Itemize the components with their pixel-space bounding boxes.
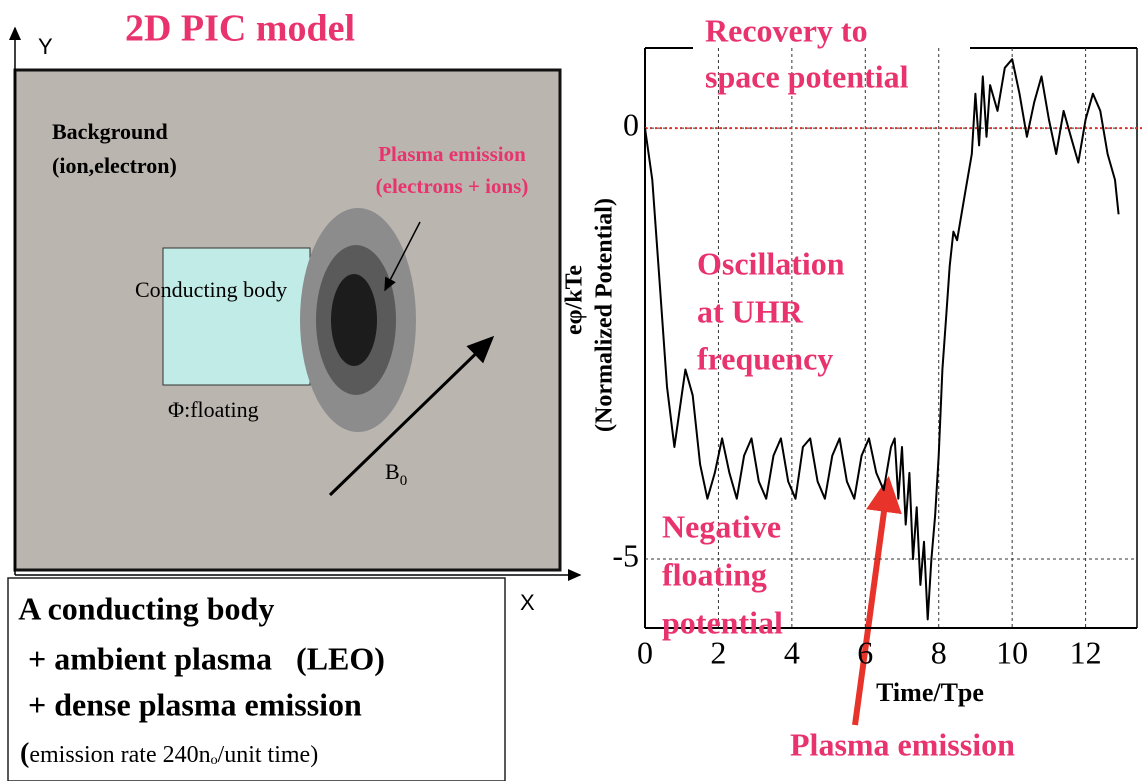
y-tick-label: 0 xyxy=(623,106,639,142)
x-axis-label: Time/Tpe xyxy=(876,678,984,707)
field-symbol: B xyxy=(385,459,400,484)
field-label: B0 xyxy=(385,459,407,489)
x-tick-label: 8 xyxy=(931,634,947,670)
annotation: at UHR xyxy=(697,293,804,329)
x-label: X xyxy=(520,590,535,615)
rate-paren: ( xyxy=(20,738,29,769)
annotation: Recovery to xyxy=(705,12,868,48)
x-tick-label: 0 xyxy=(637,634,653,670)
conducting-body xyxy=(162,247,311,386)
emission-label: (electrons + ions) xyxy=(376,174,529,198)
y-axis-label: eφ/kTe xyxy=(562,265,588,335)
emission-label: Plasma emission xyxy=(378,142,526,166)
x-tick-label: 10 xyxy=(996,634,1028,670)
y-tick-label: -5 xyxy=(612,537,639,573)
x-tick-label: 4 xyxy=(784,634,800,670)
potential-line xyxy=(644,58,1120,621)
background-label: (ion,electron) xyxy=(52,153,177,178)
summary-line: A conducting body xyxy=(12,590,274,626)
rate-text: emission rate 240nₒ/unit time) xyxy=(29,742,318,768)
summary-box xyxy=(7,577,506,781)
annotation: floating xyxy=(662,556,767,592)
annotation: frequency xyxy=(697,340,833,376)
emission-core xyxy=(331,274,377,366)
emission-arrow xyxy=(852,476,902,726)
annotation: Negative xyxy=(662,508,781,544)
x-tick-label: 6 xyxy=(857,634,873,670)
body-label: Conducting body xyxy=(135,277,287,302)
summary-line: + ambient plasma (LEO) xyxy=(12,640,385,676)
rate-line: (emission rate 240nₒ/unit time) xyxy=(20,738,318,769)
x-tick-label: 12 xyxy=(1070,634,1102,670)
annotation: Plasma emission xyxy=(790,726,1015,762)
annotation: space potential xyxy=(705,58,909,94)
y-axis-label: (Normalized Potential) xyxy=(592,198,618,432)
field-subscript: 0 xyxy=(400,473,408,489)
floating-label: Φ:floating xyxy=(168,397,259,422)
annotation: Oscillation xyxy=(697,245,845,281)
x-tick-label: 2 xyxy=(710,634,726,670)
title: 2D PIC model xyxy=(125,8,355,50)
annotation: potential xyxy=(662,604,783,640)
emission-pointer xyxy=(384,221,421,292)
background-label: Background xyxy=(52,119,168,144)
summary-line: + dense plasma emission xyxy=(12,686,362,722)
field-arrow xyxy=(328,335,495,497)
y-label: Y xyxy=(38,34,53,59)
